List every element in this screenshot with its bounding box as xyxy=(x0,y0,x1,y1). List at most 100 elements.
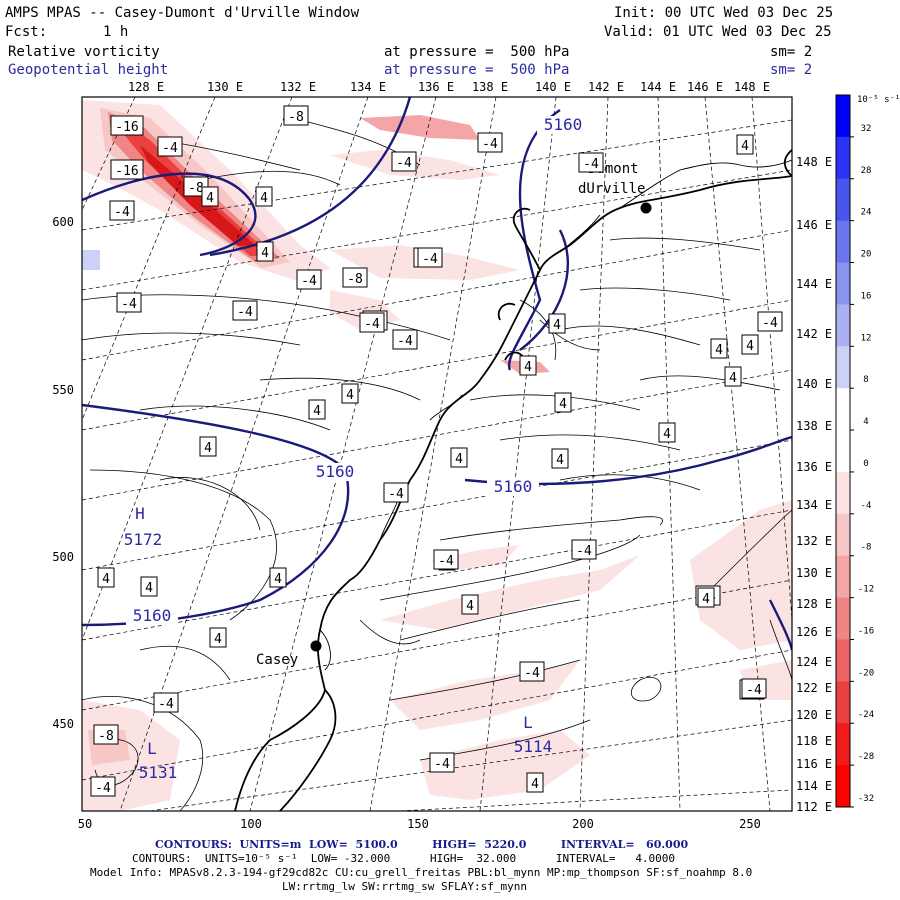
colorbar-swatch xyxy=(836,471,850,515)
vorticity-label-box xyxy=(90,776,116,797)
vorticity-label-box xyxy=(391,151,417,172)
vorticity-label: 4 xyxy=(729,371,737,386)
top-lon-label: 144 E xyxy=(640,80,676,94)
vorticity-label-box xyxy=(551,448,569,469)
x-axis-label: 250 xyxy=(739,817,761,831)
vorticity-label-box xyxy=(116,292,142,313)
colorbar-tick-label: 28 xyxy=(861,166,872,176)
vorticity-label: -4 xyxy=(524,666,540,681)
colorbar-tick-label: -12 xyxy=(858,585,874,595)
colorbar-swatch xyxy=(836,723,850,766)
physics-info: LW:rrtmg_lw SW:rrtmg_sw SFLAY:sf_mynn xyxy=(282,880,528,893)
vorticity-label: -4 xyxy=(762,316,778,331)
x-axis-label: 200 xyxy=(572,817,594,831)
vorticity-label-box xyxy=(526,772,544,793)
vorticity-label-box xyxy=(308,399,326,420)
vorticity-label: 4 xyxy=(556,453,564,468)
ice-shelf-outline xyxy=(319,159,792,671)
colorbar-tick-label: -16 xyxy=(858,626,874,636)
vorticity-label-box xyxy=(140,576,158,597)
vorticity-label-box xyxy=(199,436,217,457)
vorticity-label-box xyxy=(477,132,503,153)
y-axis-label: 600 xyxy=(52,215,74,229)
vorticity-label-box xyxy=(269,567,287,588)
dumont-station-marker xyxy=(640,202,652,214)
vorticity-label-box xyxy=(757,311,783,332)
field1-smoothing: sm= 2 xyxy=(770,44,813,60)
vorticity-label-box xyxy=(93,724,119,745)
vorticity-label-box xyxy=(255,186,273,207)
height-label-bg xyxy=(537,116,589,134)
right-lon-label: 148 E xyxy=(796,155,832,169)
vorticity-label-box xyxy=(392,329,418,350)
colorbar-swatch xyxy=(836,136,850,180)
colorbar-tick-label: -20 xyxy=(858,668,874,678)
vorticity-label: 4 xyxy=(313,404,321,419)
vorticity-label: 4 xyxy=(746,339,754,354)
vorticity-label-box xyxy=(109,200,135,221)
right-lon-label: 142 E xyxy=(796,327,832,341)
vorticity-contours xyxy=(82,119,792,811)
colorbar: 10⁻⁵ s⁻¹ 32 28 24 20 16 12 8 4 0 -4 -8 -12 -16 -20 -24 -… xyxy=(835,94,900,808)
right-lon-label: 122 E xyxy=(796,681,832,695)
right-lon-label: 120 E xyxy=(796,708,832,722)
top-lon-label: 128 E xyxy=(128,80,164,94)
vorticity-label: 4 xyxy=(531,777,539,792)
vorticity-label-box xyxy=(110,115,144,136)
y-axis-label: 450 xyxy=(52,717,74,731)
vorticity-label: -4 xyxy=(162,141,178,156)
height-contour-info: CONTOURS: UNITS=m LOW= 5100.0 HIGH= 5220… xyxy=(155,838,689,851)
colorbar-swatch xyxy=(836,513,850,557)
top-lon-label: 142 E xyxy=(588,80,624,94)
vorticity-label-box xyxy=(342,267,368,288)
right-lon-label: 130 E xyxy=(796,566,832,580)
vorticity-label: 4 xyxy=(102,572,110,587)
colorbar-swatch xyxy=(836,388,850,431)
y-axis-label: 550 xyxy=(52,383,74,397)
vorticity-label: 4 xyxy=(553,318,561,333)
vorticity-label: -16 xyxy=(115,164,138,179)
vorticity-label: -4 xyxy=(301,274,317,289)
right-lon-label: 114 E xyxy=(796,779,832,793)
height-contour-label: 5160 xyxy=(133,606,172,625)
valid-time: Valid: 01 UTC Wed 03 Dec 25 xyxy=(604,24,832,40)
colorbar-swatch xyxy=(836,681,850,724)
x-axis-label: 100 xyxy=(240,817,262,831)
colorbar-swatch xyxy=(836,262,850,305)
vorticity-label-box xyxy=(417,247,443,268)
right-lon-label: 146 E xyxy=(796,218,832,232)
colorbar-swatch xyxy=(836,430,850,473)
colorbar-tick-label: 24 xyxy=(861,208,872,218)
vorticity-label: -4 xyxy=(434,757,450,772)
vorticity-label: -4 xyxy=(121,297,137,312)
right-lon-label: 138 E xyxy=(796,419,832,433)
colorbar-tick-label: 20 xyxy=(861,250,872,260)
field1-level: at pressure = 500 hPa xyxy=(384,44,570,60)
vorticity-label-box xyxy=(110,159,144,180)
field1-name: Relative vorticity xyxy=(8,44,160,60)
vorticity-label-box xyxy=(209,627,227,648)
top-lon-label: 130 E xyxy=(207,80,243,94)
vorticity-label-box xyxy=(383,482,409,503)
top-lon-label: 134 E xyxy=(350,80,386,94)
vorticity-label: 4 xyxy=(455,452,463,467)
vorticity-label-box xyxy=(658,422,676,443)
vorticity-label: 4 xyxy=(261,246,269,261)
vorticity-label-box xyxy=(519,355,537,376)
y-axis-label: 500 xyxy=(52,550,74,564)
high-center-letter: H xyxy=(135,504,145,523)
vorticity-label: 4 xyxy=(145,581,153,596)
pressure-center-value: 5131 xyxy=(139,763,178,782)
vorticity-label: 4 xyxy=(466,599,474,614)
vorticity-label: 4 xyxy=(206,191,214,206)
vorticity-label-box xyxy=(548,313,566,334)
vorticity-label-box xyxy=(201,186,219,207)
field2-smoothing: sm= 2 xyxy=(770,62,813,78)
vorticity-label: -8 xyxy=(188,181,204,196)
colorbar-swatch xyxy=(836,639,850,682)
vorticity-label: -4 xyxy=(583,157,599,172)
colorbar-tick-label: -24 xyxy=(858,710,874,720)
model-info: Model Info: MPASv8.2.3-194-gf29cd82c CU:… xyxy=(90,866,753,879)
vorticity-label-box xyxy=(153,692,179,713)
right-lon-label: 140 E xyxy=(796,377,832,391)
